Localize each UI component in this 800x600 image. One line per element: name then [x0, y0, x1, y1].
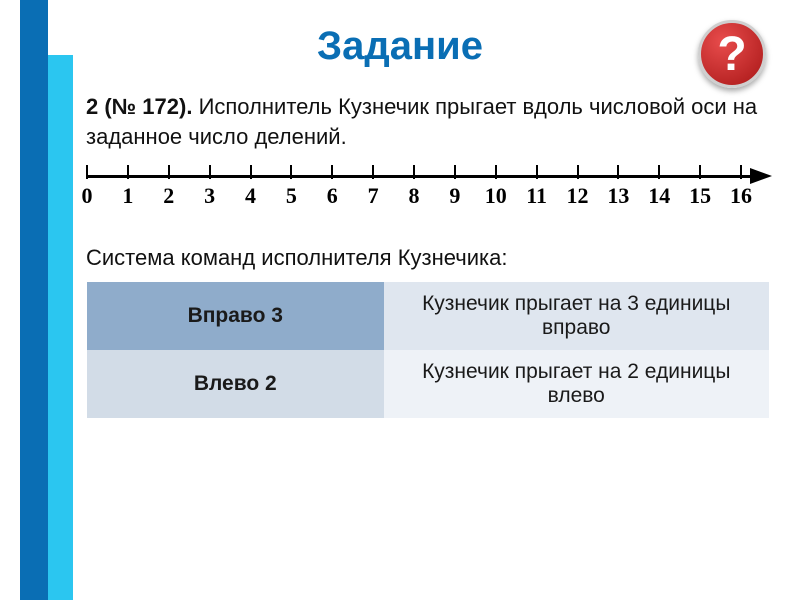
tick-label: 12	[567, 183, 589, 209]
tick: 12	[577, 165, 579, 179]
number-line: 0 1 2 3 4 5 6 7 8 9 10 11 12 13 14 15 16	[86, 165, 770, 217]
tick: 10	[495, 165, 497, 179]
table-cell-cmd2: Влево 2	[87, 350, 384, 418]
tick-label: 10	[485, 183, 507, 209]
tick-label: 16	[730, 183, 752, 209]
tick: 7	[372, 165, 374, 179]
tick-label: 1	[122, 183, 133, 209]
tick: 2	[168, 165, 170, 179]
table-cell-desc2: Кузнечик прыгает на 2 единицы влево	[384, 350, 769, 418]
tick-label: 7	[368, 183, 379, 209]
tick-label: 0	[82, 183, 93, 209]
commands-subhead: Система команд исполнителя Кузнечика:	[86, 245, 770, 271]
tick-label: 2	[163, 183, 174, 209]
tick: 16	[740, 165, 742, 179]
content-area: 2 (№ 172). Исполнитель Кузнечик прыгает …	[86, 92, 770, 419]
tick: 8	[413, 165, 415, 179]
help-icon[interactable]: ?	[698, 20, 766, 88]
tick-label: 14	[648, 183, 670, 209]
tick-label: 3	[204, 183, 215, 209]
arrow-right-icon	[750, 168, 772, 184]
tick: 15	[699, 165, 701, 179]
number-line-ticks: 0 1 2 3 4 5 6 7 8 9 10 11 12 13 14 15 16	[86, 165, 742, 179]
tick: 5	[290, 165, 292, 179]
commands-table: Вправо 3 Кузнечик прыгает на 3 единицы в…	[86, 281, 770, 419]
task-number: 2 (№ 172).	[86, 94, 192, 119]
table-cell-desc1: Кузнечик прыгает на 3 единицы вправо	[384, 282, 769, 350]
tick: 0	[86, 165, 88, 179]
task-paragraph: 2 (№ 172). Исполнитель Кузнечик прыгает …	[86, 92, 770, 151]
tick-label: 15	[689, 183, 711, 209]
tick-label: 8	[409, 183, 420, 209]
tick-label: 4	[245, 183, 256, 209]
tick: 4	[250, 165, 252, 179]
tick: 9	[454, 165, 456, 179]
tick-label: 9	[449, 183, 460, 209]
vertical-bar-dark	[20, 0, 48, 600]
tick-label: 11	[526, 183, 547, 209]
tick-label: 13	[607, 183, 629, 209]
page-title: Задание	[0, 0, 800, 69]
tick: 6	[331, 165, 333, 179]
vertical-bar-light	[48, 55, 73, 600]
tick-label: 6	[327, 183, 338, 209]
tick: 13	[617, 165, 619, 179]
tick: 14	[658, 165, 660, 179]
table-cell-cmd1: Вправо 3	[87, 282, 384, 350]
tick-label: 5	[286, 183, 297, 209]
tick: 3	[209, 165, 211, 179]
tick: 1	[127, 165, 129, 179]
tick: 11	[536, 165, 538, 179]
